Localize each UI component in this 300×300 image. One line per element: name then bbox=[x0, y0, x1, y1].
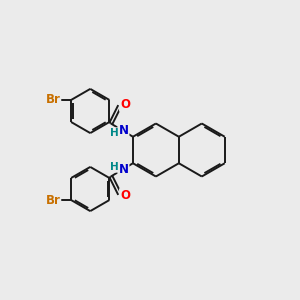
Text: N: N bbox=[118, 124, 128, 137]
Text: H: H bbox=[110, 162, 119, 172]
Text: N: N bbox=[118, 163, 128, 176]
Text: Br: Br bbox=[45, 93, 60, 106]
Text: O: O bbox=[120, 189, 130, 202]
Text: Br: Br bbox=[45, 194, 60, 207]
Text: O: O bbox=[120, 98, 130, 111]
Text: H: H bbox=[110, 128, 119, 138]
